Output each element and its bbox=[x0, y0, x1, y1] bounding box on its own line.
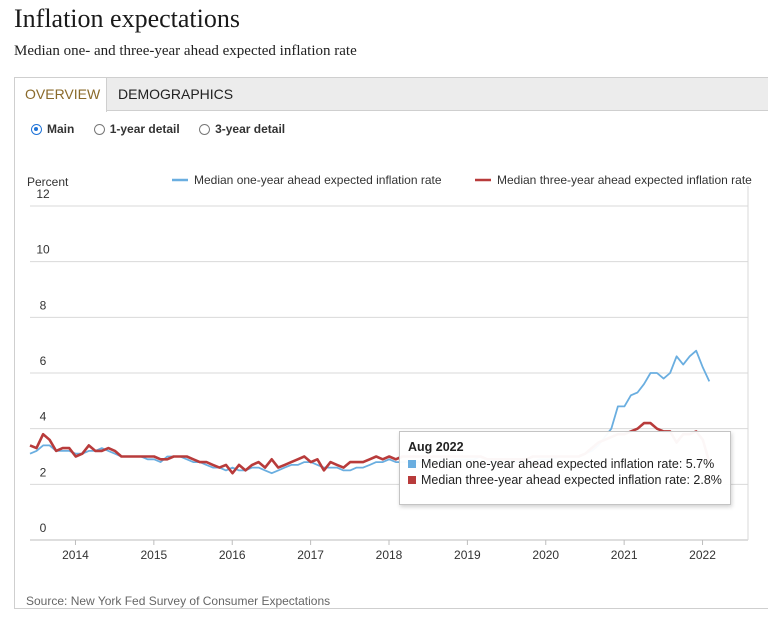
x-tick-label: 2015 bbox=[140, 548, 167, 562]
chart-panel: OVERVIEW DEMOGRAPHICS Main 1-year detail… bbox=[14, 77, 768, 609]
y-tick-label: 6 bbox=[40, 354, 47, 368]
radio-checked-icon bbox=[31, 123, 42, 135]
page-title: Inflation expectations bbox=[14, 4, 240, 33]
legend: Median one-year ahead expected inflation… bbox=[172, 173, 752, 187]
source-note: Source: New York Fed Survey of Consumer … bbox=[26, 594, 331, 608]
tooltip-date: Aug 2022 bbox=[408, 440, 464, 454]
tooltip-one-year-value: Median one-year ahead expected inflation… bbox=[421, 457, 715, 471]
x-tick-label: 2020 bbox=[532, 548, 559, 562]
tab-overview[interactable]: OVERVIEW bbox=[15, 78, 107, 112]
legend-label[interactable]: Median one-year ahead expected inflation… bbox=[194, 173, 442, 187]
y-tick-label: 0 bbox=[40, 521, 47, 535]
radio-1-year-label: 1-year detail bbox=[109, 122, 180, 136]
y-axis-label: Percent bbox=[27, 175, 69, 189]
tab-demographics[interactable]: DEMOGRAPHICS bbox=[118, 86, 234, 102]
tooltip-row-one-year: Median one-year ahead expected inflation… bbox=[408, 457, 722, 471]
radio-main[interactable]: Main bbox=[31, 122, 74, 136]
x-tick-label: 2022 bbox=[689, 548, 716, 562]
y-tick-labels: 0 2 4 6 8 10 12 bbox=[36, 187, 50, 535]
x-tick-label: 2021 bbox=[611, 548, 638, 562]
view-options: Main 1-year detail 3-year detail bbox=[31, 122, 301, 138]
x-tick-label: 2018 bbox=[376, 548, 403, 562]
data-tooltip: Aug 2022 Median one-year ahead expected … bbox=[399, 431, 731, 505]
radio-unchecked-icon bbox=[199, 123, 211, 135]
y-tick-label: 8 bbox=[40, 298, 47, 312]
y-tick-label: 2 bbox=[40, 465, 47, 479]
x-tick-label: 2019 bbox=[454, 548, 481, 562]
y-tick-label: 10 bbox=[36, 243, 50, 257]
radio-3-year-label: 3-year detail bbox=[215, 122, 286, 136]
x-tick-label: 2017 bbox=[297, 548, 324, 562]
one-year-swatch-icon bbox=[408, 460, 416, 468]
x-tick-labels: 2014 2015 2016 2017 2018 2019 2020 2021 2022 bbox=[62, 540, 716, 562]
tooltip-row-three-year: Median three-year ahead expected inflati… bbox=[408, 473, 722, 487]
radio-unchecked-icon bbox=[93, 123, 105, 135]
page-subtitle: Median one- and three-year ahead expecte… bbox=[14, 43, 357, 59]
x-tick-label: 2014 bbox=[62, 548, 89, 562]
radio-3-year-detail[interactable]: 3-year detail bbox=[199, 122, 285, 136]
tooltip-three-year-value: Median three-year ahead expected inflati… bbox=[421, 473, 722, 487]
three-year-swatch-icon bbox=[408, 476, 416, 484]
tab-bar: OVERVIEW DEMOGRAPHICS bbox=[15, 78, 768, 112]
radio-1-year-detail[interactable]: 1-year detail bbox=[93, 122, 180, 136]
radio-main-label: Main bbox=[47, 122, 75, 136]
x-tick-label: 2016 bbox=[219, 548, 246, 562]
y-tick-label: 12 bbox=[36, 187, 50, 201]
legend-label[interactable]: Median three-year ahead expected inflati… bbox=[497, 173, 752, 187]
y-tick-label: 4 bbox=[40, 410, 47, 424]
